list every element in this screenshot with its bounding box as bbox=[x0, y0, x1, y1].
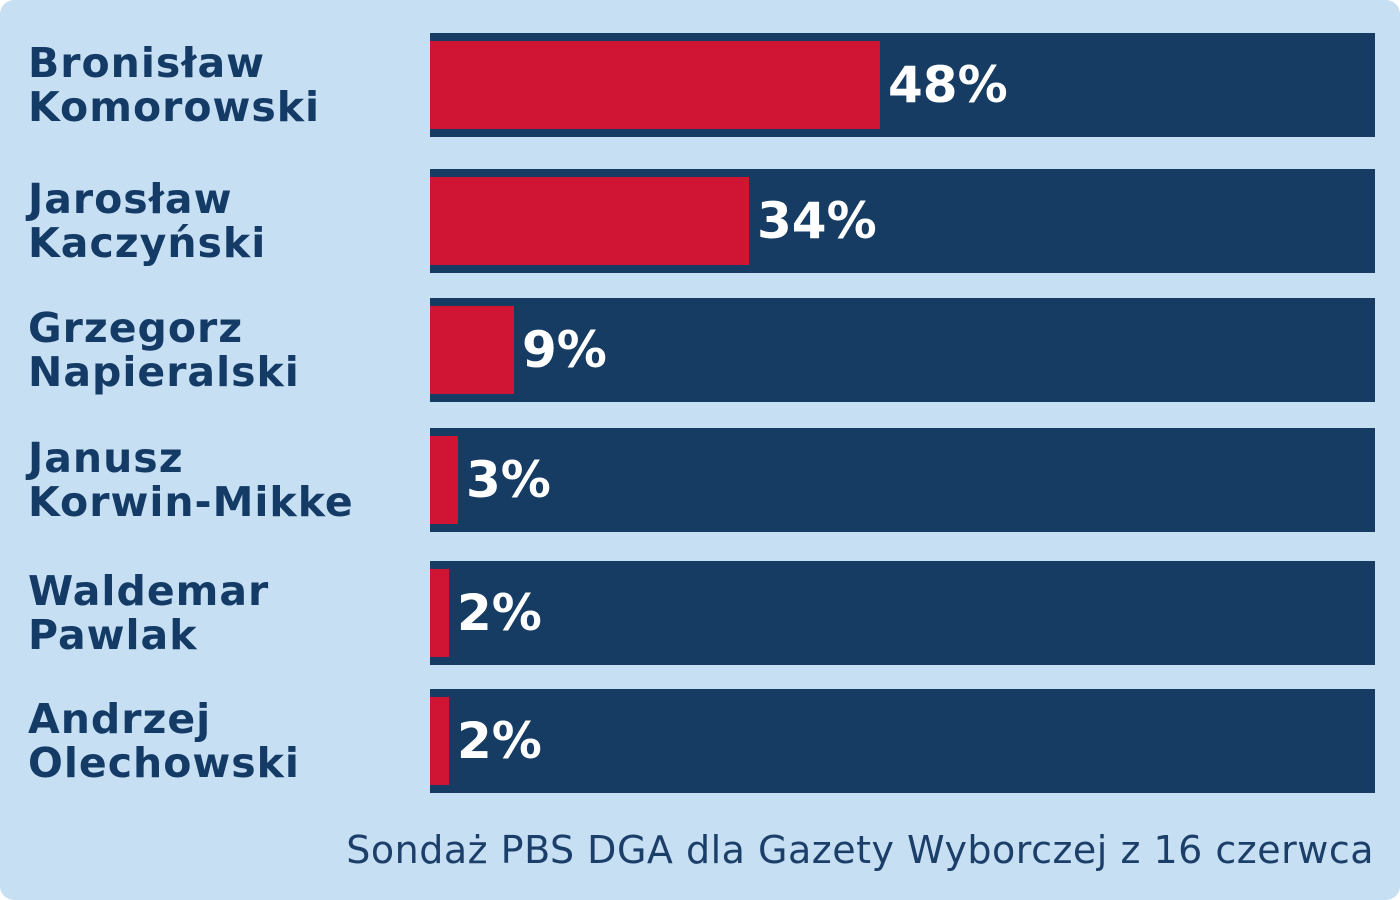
bar bbox=[430, 41, 880, 129]
candidate-first-name: Grzegorz bbox=[28, 304, 244, 352]
candidate-label: Bronisław Komorowski bbox=[28, 41, 320, 129]
candidate-last-name: Korwin-Mikke bbox=[28, 478, 354, 526]
bar-row: Waldemar Pawlak 2% bbox=[0, 561, 1400, 665]
bar-track: 3% bbox=[430, 428, 1375, 532]
value-label: 2% bbox=[457, 712, 542, 770]
candidate-last-name: Kaczyński bbox=[28, 219, 267, 267]
candidate-label: Waldemar Pawlak bbox=[28, 569, 269, 657]
bar-track: 9% bbox=[430, 298, 1375, 402]
candidate-first-name: Jarosław bbox=[28, 175, 233, 223]
bar bbox=[430, 177, 749, 265]
candidate-label: Janusz Korwin-Mikke bbox=[28, 436, 354, 524]
candidate-first-name: Bronisław bbox=[28, 39, 266, 87]
value-label: 34% bbox=[757, 192, 877, 250]
candidate-first-name: Andrzej bbox=[28, 695, 212, 743]
bar-track: 34% bbox=[430, 169, 1375, 273]
candidate-first-name: Waldemar bbox=[28, 567, 270, 615]
candidate-last-name: Napieralski bbox=[28, 348, 300, 396]
value-label: 48% bbox=[888, 56, 1008, 114]
candidate-first-name: Janusz bbox=[28, 434, 184, 482]
value-label: 3% bbox=[466, 451, 551, 509]
candidate-last-name: Pawlak bbox=[28, 611, 198, 659]
source-note: Sondaż PBS DGA dla Gazety Wyborczej z 16… bbox=[346, 828, 1374, 872]
bar-row: Bronisław Komorowski 48% bbox=[0, 33, 1400, 137]
candidate-label: Andrzej Olechowski bbox=[28, 697, 300, 785]
value-label: 9% bbox=[522, 321, 607, 379]
bar-track: 48% bbox=[430, 33, 1375, 137]
bar bbox=[430, 697, 449, 785]
bar-track: 2% bbox=[430, 561, 1375, 665]
bar-row: Jarosław Kaczyński 34% bbox=[0, 169, 1400, 273]
candidate-label: Jarosław Kaczyński bbox=[28, 177, 266, 265]
value-label: 2% bbox=[457, 584, 542, 642]
bar-row: Grzegorz Napieralski 9% bbox=[0, 298, 1400, 402]
bar bbox=[430, 436, 458, 524]
bar-row: Andrzej Olechowski 2% bbox=[0, 689, 1400, 793]
bar bbox=[430, 569, 449, 657]
bar bbox=[430, 306, 514, 394]
bar-track: 2% bbox=[430, 689, 1375, 793]
candidate-last-name: Komorowski bbox=[28, 83, 321, 131]
candidate-label: Grzegorz Napieralski bbox=[28, 306, 300, 394]
bar-row: Janusz Korwin-Mikke 3% bbox=[0, 428, 1400, 532]
candidate-last-name: Olechowski bbox=[28, 739, 300, 787]
